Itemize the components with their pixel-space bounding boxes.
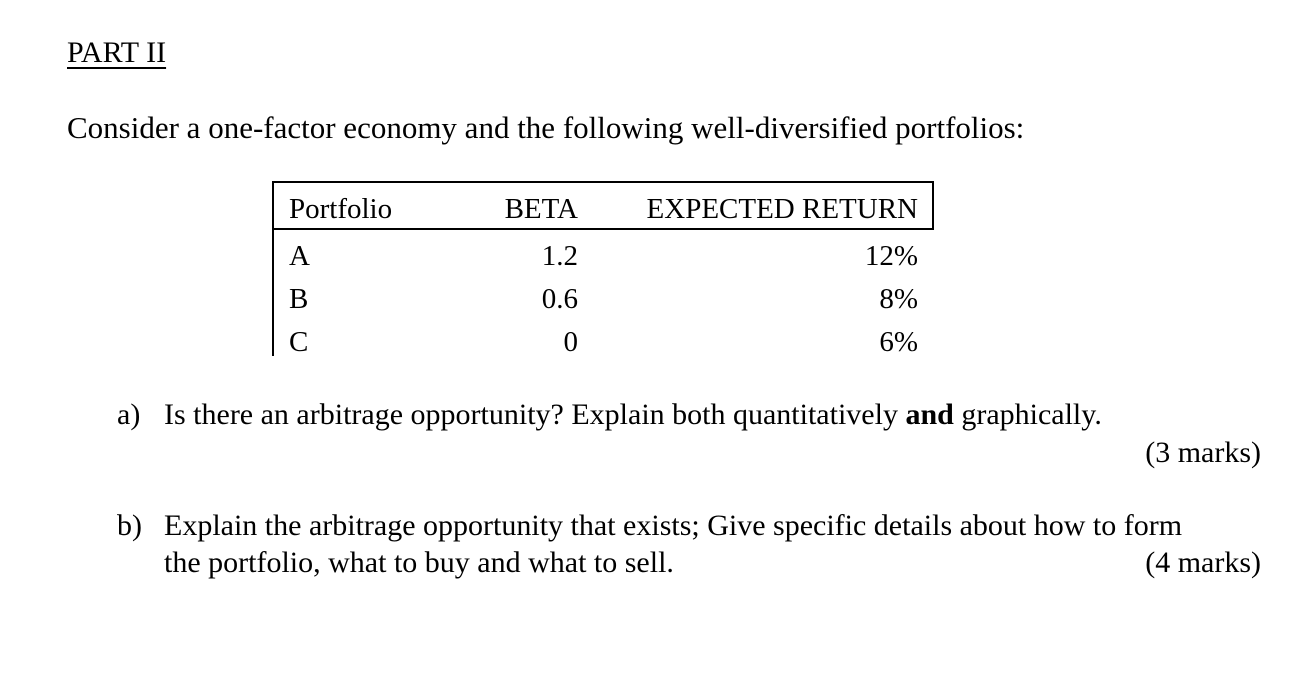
question-a-marks: (3 marks) [1145, 436, 1261, 469]
row-b-beta: 0.6 [541, 283, 578, 315]
header-beta: BETA [504, 193, 578, 225]
row-c-portfolio: C [289, 326, 309, 358]
row-b-portfolio: B [289, 283, 309, 315]
question-b-marks: (4 marks) [1145, 546, 1261, 579]
question-a-label: a) [117, 398, 141, 431]
part-heading: PART II [67, 36, 167, 69]
intro-text: Consider a one-factor economy and the fo… [67, 110, 1025, 145]
row-c-beta: 0 [563, 326, 579, 358]
table-header-row [272, 181, 934, 230]
question-b-line2: the portfolio, what to buy and what to s… [164, 546, 674, 579]
row-a-expected-return: 12% [864, 240, 918, 272]
table-left-border [272, 228, 274, 356]
question-b-label: b) [117, 509, 142, 542]
question-b-line1: Explain the arbitrage opportunity that e… [164, 509, 1183, 542]
header-portfolio: Portfolio [289, 193, 393, 225]
header-expected-return: EXPECTED RETURN [646, 193, 918, 225]
question-a-bold-word: and [905, 398, 954, 431]
question-a-text-end: graphically. [953, 398, 1102, 431]
row-a-portfolio: A [289, 240, 310, 272]
row-a-beta: 1.2 [541, 240, 578, 272]
question-a-text-start: Is there an arbitrage opportunity? Expla… [164, 398, 906, 431]
row-c-expected-return: 6% [879, 326, 918, 358]
question-a-text: Is there an arbitrage opportunity? Expla… [164, 397, 1102, 433]
row-b-expected-return: 8% [879, 283, 918, 315]
